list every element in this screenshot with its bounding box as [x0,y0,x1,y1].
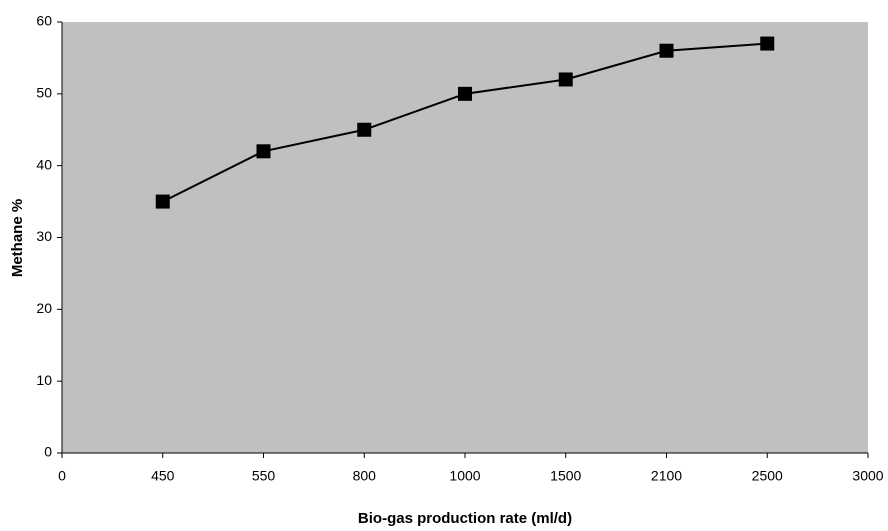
data-marker [357,122,372,137]
y-axis-title: Methane % [9,199,26,277]
y-tick-label: 30 [36,228,52,244]
y-tick-label: 0 [44,444,52,460]
data-marker [659,43,674,58]
data-marker [155,194,170,209]
y-tick-label: 60 [36,13,52,29]
plot-area [62,22,868,453]
x-tick-label: 800 [353,468,377,484]
x-tick-label: 1500 [550,468,581,484]
y-tick-label: 40 [36,156,52,172]
x-tick-label: 2100 [651,468,682,484]
y-tick-label: 50 [36,85,52,101]
y-tick-label: 20 [36,300,52,316]
x-tick-label: 450 [151,468,175,484]
x-tick-label: 550 [252,468,276,484]
y-tick-label: 10 [36,372,52,388]
data-marker [458,86,472,101]
x-tick-label: 1000 [449,468,480,484]
x-axis-title: Bio-gas production rate (ml/d) [358,510,572,527]
x-tick-label: 3000 [852,468,883,484]
x-tick-label: 0 [58,468,66,484]
data-marker [760,36,775,51]
x-tick-label: 2500 [752,468,783,484]
data-marker [558,72,573,87]
data-marker [256,144,271,159]
